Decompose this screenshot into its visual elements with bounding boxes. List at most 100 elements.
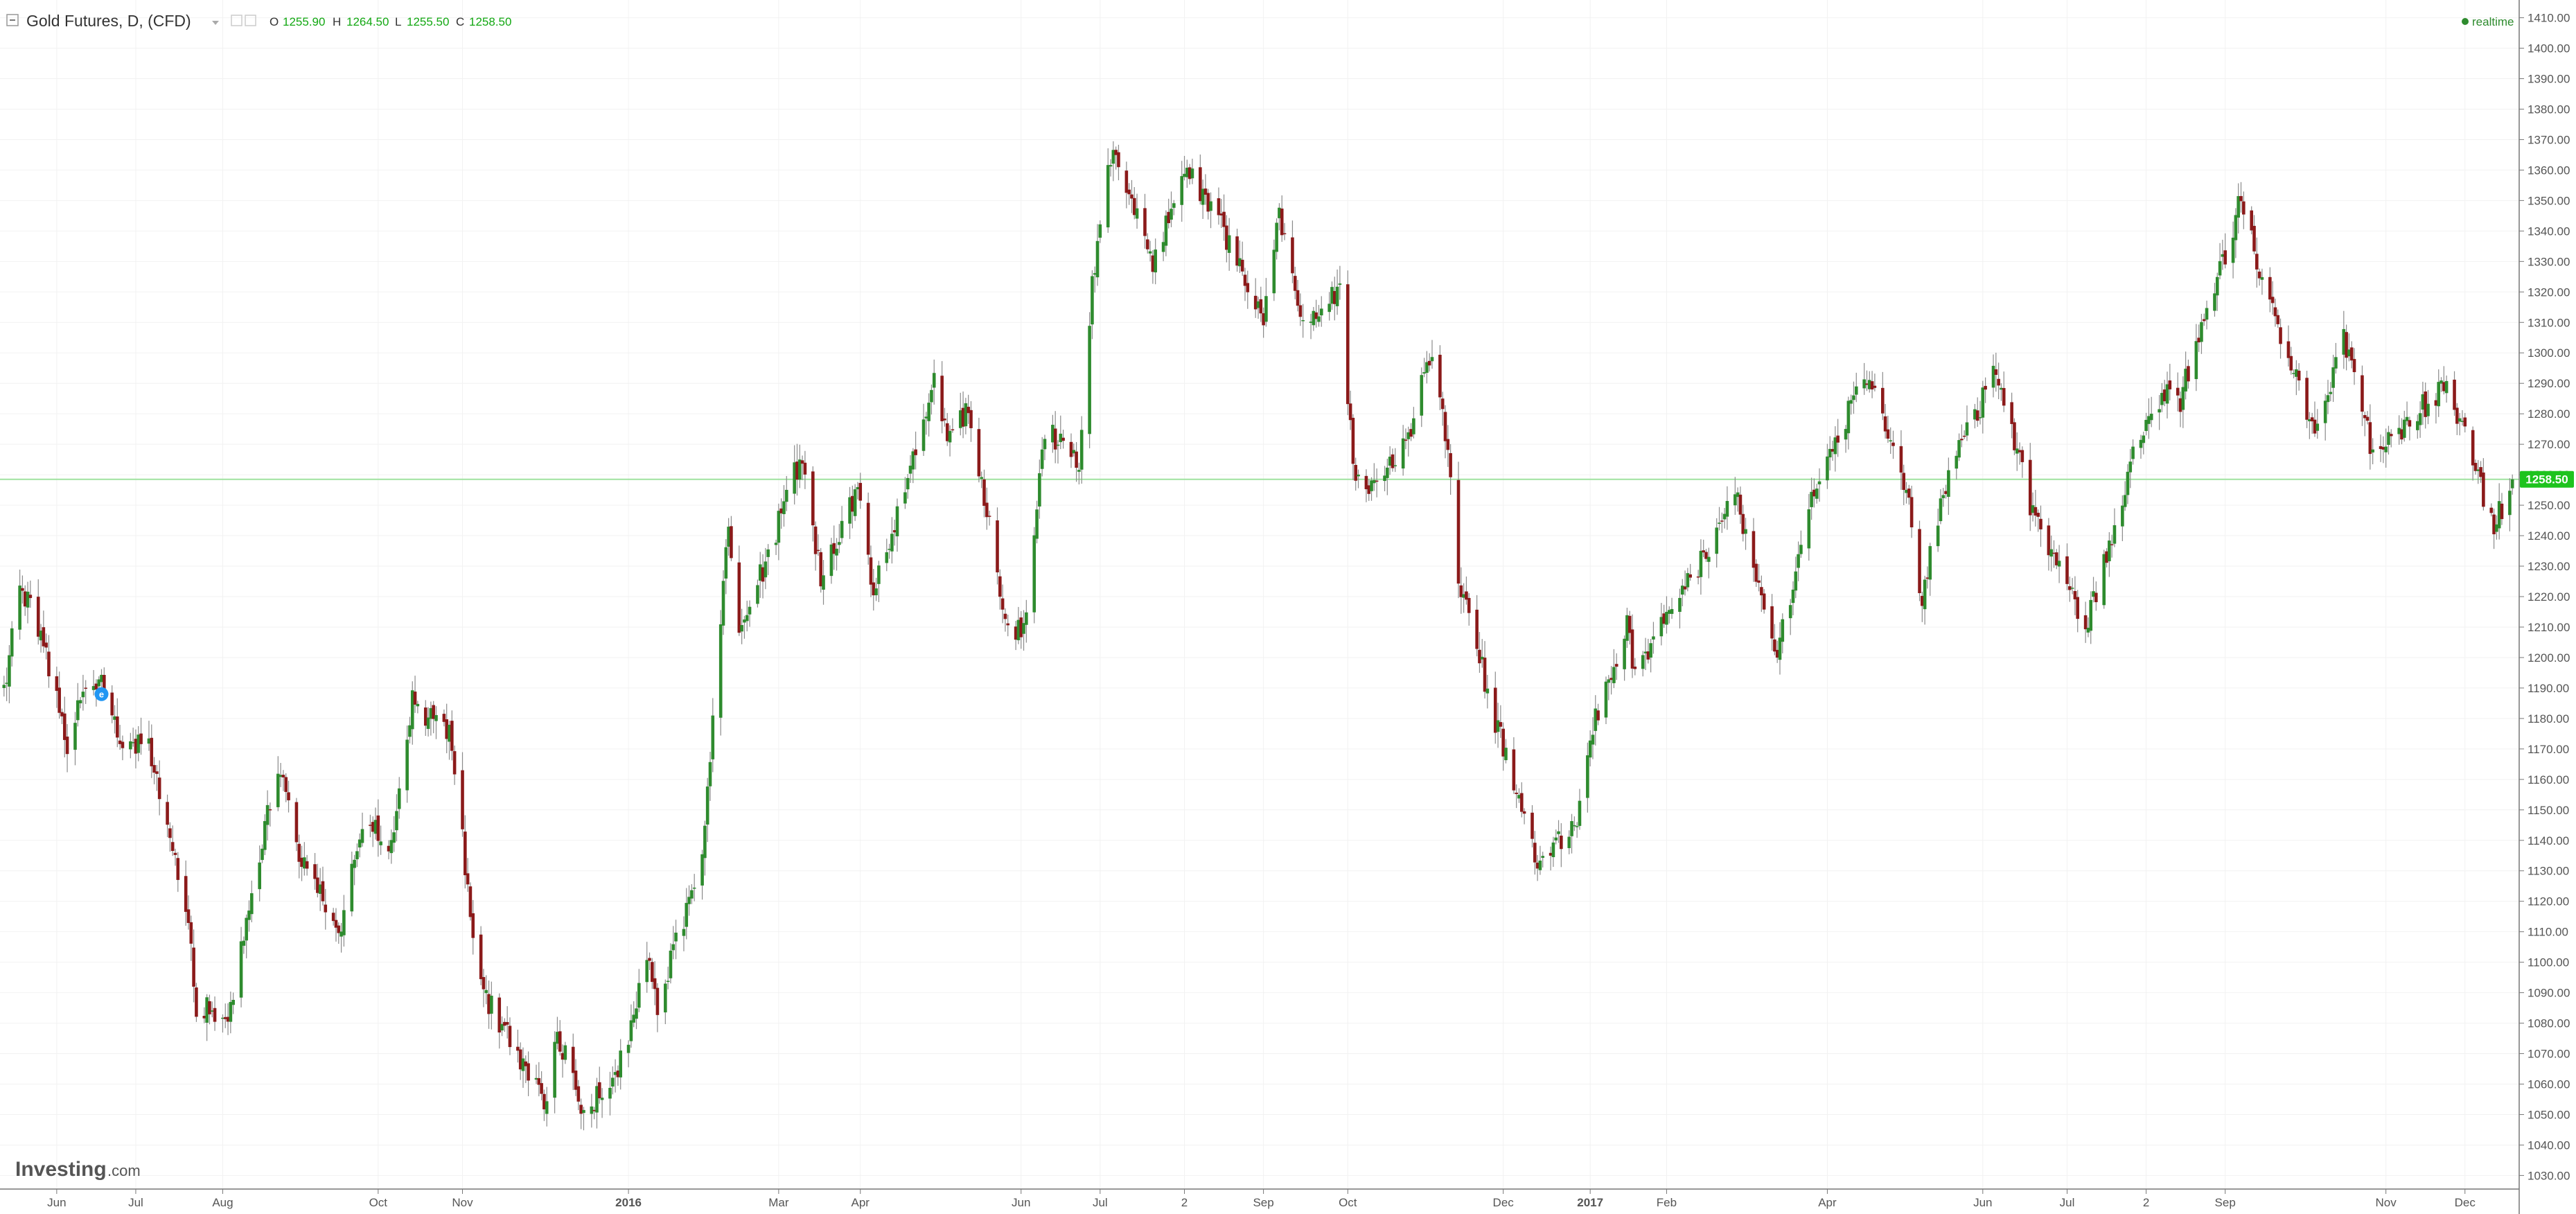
- candle[interactable]: [2110, 534, 2114, 558]
- candle[interactable]: [1752, 518, 1756, 582]
- candle[interactable]: [1891, 430, 1895, 459]
- candle[interactable]: [157, 760, 161, 816]
- candle[interactable]: [1456, 461, 1461, 599]
- candle[interactable]: [1670, 597, 1674, 619]
- candle[interactable]: [1022, 610, 1025, 651]
- candle[interactable]: [2334, 342, 2338, 374]
- candle[interactable]: [168, 822, 172, 852]
- candle[interactable]: [1496, 703, 1500, 748]
- candle[interactable]: [1016, 606, 1021, 644]
- candle[interactable]: [1404, 428, 1408, 450]
- candle[interactable]: [2121, 495, 2124, 542]
- candle[interactable]: [1773, 624, 1776, 656]
- candle[interactable]: [1614, 653, 1618, 680]
- candle[interactable]: [205, 994, 209, 1041]
- candle[interactable]: [508, 1017, 512, 1055]
- candle[interactable]: [592, 1107, 596, 1120]
- candle[interactable]: [1075, 441, 1078, 482]
- candle[interactable]: [1172, 200, 1176, 215]
- candle[interactable]: [914, 431, 917, 470]
- candle[interactable]: [170, 825, 175, 856]
- candle[interactable]: [1161, 231, 1165, 261]
- candle[interactable]: [1554, 829, 1558, 845]
- candle[interactable]: [2131, 439, 2135, 465]
- candle[interactable]: [1923, 575, 1927, 625]
- candle[interactable]: [2315, 409, 2320, 439]
- candle[interactable]: [445, 703, 448, 754]
- candle[interactable]: [2453, 371, 2456, 416]
- candle[interactable]: [39, 624, 43, 653]
- candle[interactable]: [2039, 505, 2043, 547]
- candle[interactable]: [2482, 458, 2485, 511]
- candle[interactable]: [651, 958, 654, 989]
- candle[interactable]: [906, 473, 910, 499]
- candle[interactable]: [1154, 238, 1157, 285]
- candle[interactable]: [1332, 276, 1336, 321]
- candle[interactable]: [537, 1062, 541, 1097]
- candle[interactable]: [21, 575, 24, 604]
- candle[interactable]: [2270, 281, 2275, 315]
- candle[interactable]: [1059, 415, 1063, 450]
- candle[interactable]: [337, 922, 341, 944]
- candle[interactable]: [655, 983, 660, 1032]
- candle[interactable]: [1519, 782, 1524, 818]
- candle[interactable]: [249, 880, 254, 923]
- candle[interactable]: [65, 724, 69, 773]
- candle[interactable]: [1351, 414, 1355, 480]
- candle[interactable]: [1051, 414, 1055, 453]
- candle[interactable]: [1909, 486, 1914, 538]
- candle[interactable]: [1346, 270, 1350, 416]
- candle[interactable]: [2479, 461, 2482, 483]
- candle[interactable]: [1515, 784, 1518, 809]
- candle[interactable]: [2073, 576, 2077, 615]
- candle[interactable]: [1810, 477, 1813, 520]
- candle[interactable]: [2108, 532, 2111, 577]
- candle[interactable]: [258, 845, 261, 901]
- candle[interactable]: [829, 538, 833, 584]
- candle[interactable]: [1788, 599, 1792, 635]
- candle[interactable]: [281, 770, 285, 791]
- candle[interactable]: [139, 717, 143, 755]
- candle[interactable]: [334, 908, 338, 942]
- candle[interactable]: [1641, 651, 1645, 677]
- candle[interactable]: [1643, 637, 1648, 671]
- candle[interactable]: [1633, 658, 1637, 676]
- candle[interactable]: [150, 724, 154, 778]
- candle[interactable]: [556, 1017, 559, 1050]
- candle[interactable]: [2329, 382, 2333, 402]
- candle[interactable]: [91, 669, 96, 696]
- candle[interactable]: [980, 471, 983, 489]
- candle[interactable]: [353, 854, 356, 886]
- candle[interactable]: [1253, 278, 1258, 318]
- candle[interactable]: [1185, 159, 1189, 188]
- candle[interactable]: [78, 696, 82, 709]
- candle[interactable]: [2347, 333, 2351, 362]
- candle[interactable]: [1826, 443, 1829, 489]
- candle[interactable]: [518, 1042, 522, 1080]
- candle[interactable]: [376, 799, 380, 857]
- candle[interactable]: [2231, 221, 2235, 279]
- candle[interactable]: [2147, 398, 2151, 439]
- candle[interactable]: [1873, 373, 1877, 392]
- candle[interactable]: [1918, 520, 1921, 601]
- candle[interactable]: [1646, 638, 1650, 664]
- candle[interactable]: [1014, 620, 1018, 651]
- candle[interactable]: [1446, 425, 1450, 467]
- candle[interactable]: [1775, 640, 1779, 663]
- candle[interactable]: [1781, 613, 1785, 653]
- candle[interactable]: [1327, 292, 1331, 321]
- candle[interactable]: [1575, 822, 1579, 838]
- candle[interactable]: [313, 853, 317, 890]
- candle[interactable]: [1246, 270, 1250, 309]
- candle[interactable]: [2257, 268, 2261, 286]
- candle[interactable]: [964, 398, 968, 434]
- candle[interactable]: [2426, 389, 2430, 425]
- candle[interactable]: [840, 506, 844, 544]
- candle[interactable]: [2049, 535, 2053, 572]
- candle[interactable]: [318, 868, 322, 911]
- candle[interactable]: [534, 1064, 538, 1084]
- candle[interactable]: [2368, 404, 2372, 470]
- candle[interactable]: [951, 418, 955, 433]
- candle[interactable]: [1960, 424, 1964, 448]
- candle[interactable]: [687, 885, 691, 916]
